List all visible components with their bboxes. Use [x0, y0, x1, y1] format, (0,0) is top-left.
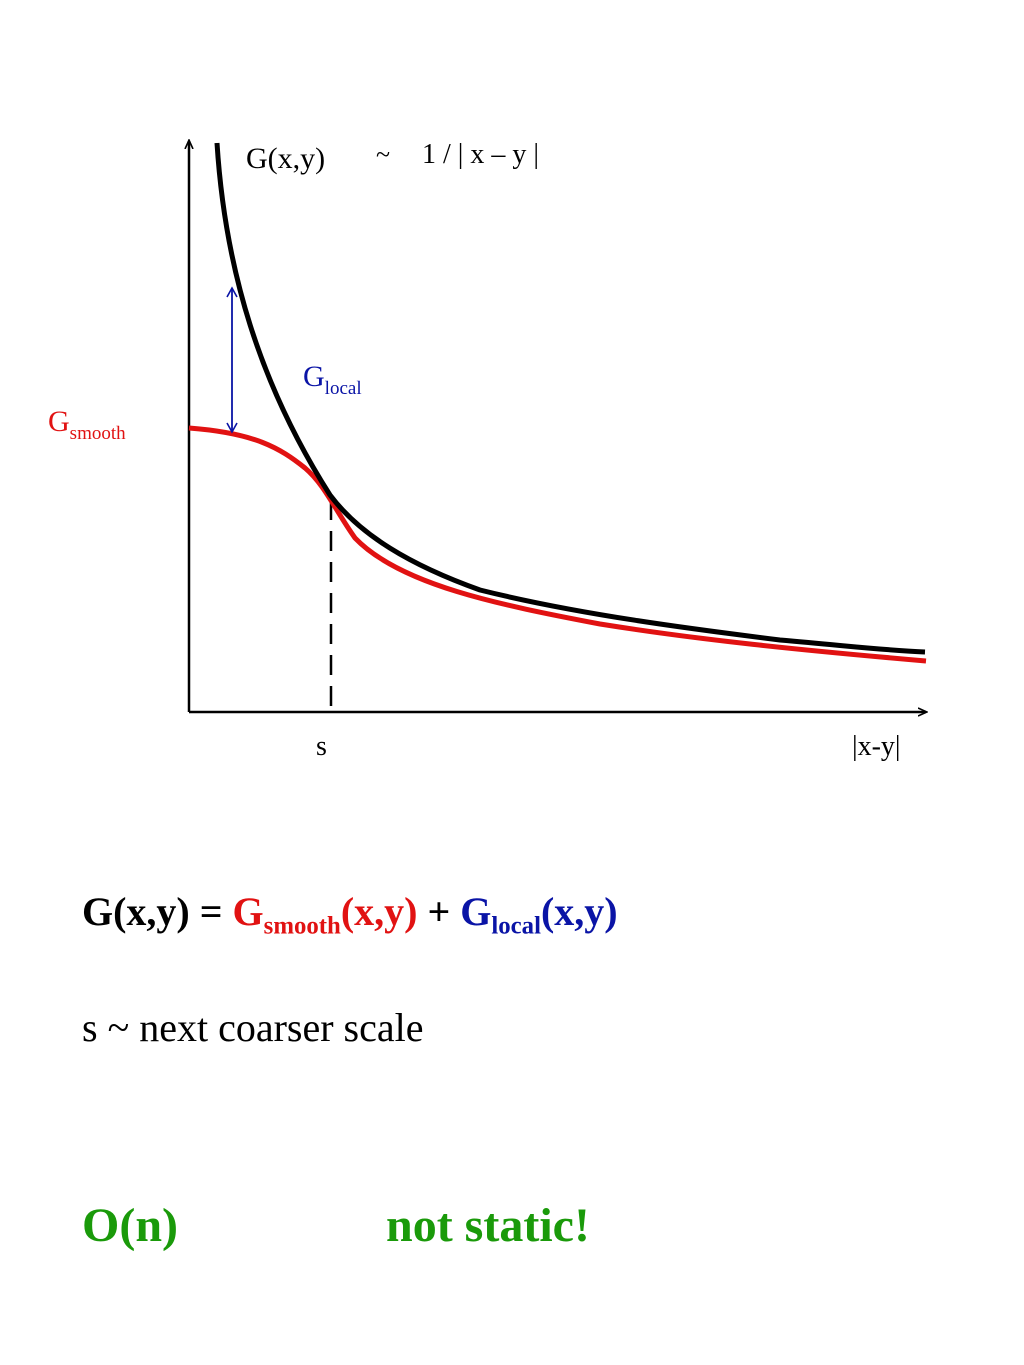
equation-lhs: G(x,y) = [82, 889, 223, 934]
svg-text:~: ~ [376, 140, 390, 169]
equation-g-smooth: Gsmooth(x,y) [232, 889, 418, 940]
equation-g-local: Glocal(x,y) [460, 889, 618, 940]
g-smooth-curve [188, 425, 927, 664]
curve-formula-g: G(x,y) [246, 142, 325, 175]
x-axis-label: |x-y| [852, 731, 901, 762]
g-smooth-label: Gsmooth [48, 405, 126, 444]
svg-text:1 / | x – y |: 1 / | x – y | [422, 139, 539, 170]
scale-note: s ~ next coarser scale [82, 1005, 424, 1050]
decomposition-equation: G(x,y) = Gsmooth(x,y) + Glocal(x,y) [82, 888, 618, 940]
curve-formula-tilde: ~ [376, 140, 390, 169]
green-function-diagram: G(x,y) ~ 1 / | x – y | Glocal Gsmooth s … [48, 139, 1024, 762]
s-tick-label: s [316, 731, 327, 762]
g-curve [214, 142, 926, 655]
not-static-label: not static! [386, 1199, 590, 1252]
svg-text:G(x,y): G(x,y) [246, 142, 325, 175]
curve-formula-rhs: 1 / | x – y | [422, 139, 539, 170]
g-local-label: Glocal [303, 360, 362, 399]
complexity-label: O(n) [82, 1199, 178, 1252]
equation-plus: + [427, 889, 451, 934]
